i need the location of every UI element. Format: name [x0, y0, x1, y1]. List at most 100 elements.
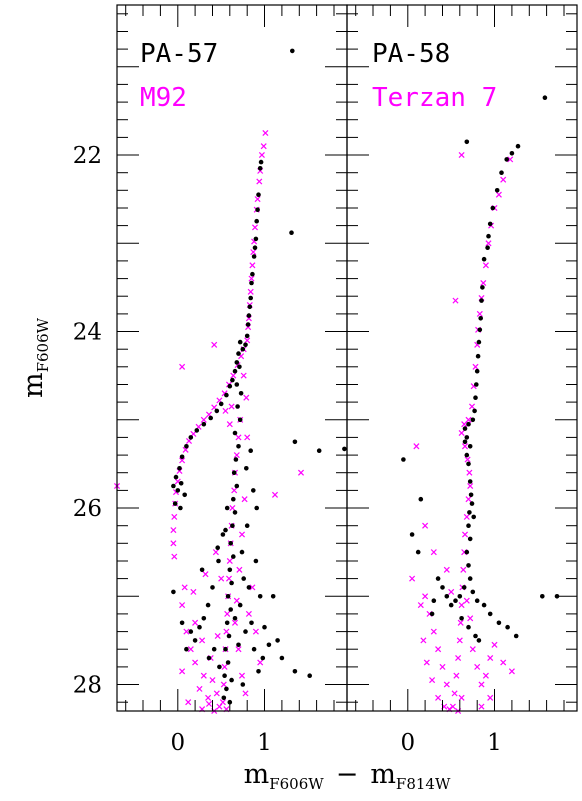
point-pa-57	[231, 554, 236, 559]
point-pa-58	[470, 589, 476, 595]
point-pa-57	[194, 428, 200, 433]
point-m92	[226, 421, 233, 428]
point-pa-58	[504, 157, 510, 162]
point-m92	[192, 659, 199, 666]
point-terzan-7	[482, 262, 489, 269]
point-pa-57	[270, 594, 276, 599]
right-panel-marks	[401, 95, 560, 715]
point-pa-57	[260, 655, 266, 661]
point-pa-57	[223, 527, 228, 533]
point-pa-57	[251, 488, 256, 493]
point-pa-57	[237, 364, 242, 370]
point-pa-57	[225, 660, 231, 665]
point-pa-57	[248, 448, 253, 454]
point-pa-57	[192, 638, 198, 643]
point-pa-57	[251, 254, 257, 259]
point-pa-58	[466, 563, 471, 568]
point-pa-57	[246, 585, 252, 590]
x-axis-label-sub-2: F814W	[396, 775, 451, 793]
point-m92	[219, 699, 226, 706]
point-pa-58	[478, 316, 484, 321]
point-pa-57	[236, 642, 241, 648]
point-terzan-7	[474, 663, 481, 670]
point-pa-57	[342, 446, 347, 452]
point-pa-58	[461, 585, 467, 590]
point-pa-58	[467, 510, 472, 515]
point-m92	[183, 628, 190, 635]
x-axis-label-dash: −	[336, 759, 359, 790]
point-pa-57	[220, 532, 226, 537]
point-m92	[258, 151, 265, 159]
point-terzan-7	[461, 443, 469, 450]
point-m92	[240, 372, 247, 379]
point-m92	[179, 668, 186, 675]
point-pa-58	[466, 461, 471, 467]
point-terzan-7	[458, 602, 465, 609]
point-terzan-7	[472, 363, 479, 370]
point-m92	[222, 407, 229, 414]
point-terzan-7	[495, 191, 502, 198]
point-m92	[181, 584, 188, 591]
point-pa-58	[486, 233, 491, 239]
point-pa-57	[228, 541, 233, 546]
point-pa-57	[226, 633, 232, 639]
point-pa-57	[184, 444, 189, 449]
point-m92	[170, 527, 177, 534]
point-pa-57	[244, 466, 249, 471]
point-pa-58	[499, 170, 504, 175]
point-pa-58	[462, 439, 468, 445]
point-pa-57	[224, 392, 229, 398]
point-pa-58	[490, 205, 496, 211]
point-pa-57	[231, 496, 236, 502]
point-pa-58	[487, 221, 493, 227]
legend-terzan7-label: Terzan 7	[372, 83, 497, 113]
point-terzan-7	[423, 659, 430, 666]
point-pa-58	[466, 523, 471, 528]
point-terzan-7	[467, 615, 474, 622]
point-pa-58	[468, 492, 474, 498]
point-pa-57	[178, 505, 183, 511]
point-m92	[252, 628, 259, 635]
point-pa-58	[509, 151, 515, 156]
point-m92	[256, 178, 263, 185]
point-pa-58	[401, 457, 406, 462]
point-pa-58	[464, 435, 470, 440]
point-terzan-7	[409, 575, 416, 582]
point-pa-58	[487, 611, 493, 617]
point-pa-58	[471, 514, 477, 520]
point-pa-57	[256, 669, 261, 674]
point-pa-58	[475, 353, 481, 359]
point-terzan-7	[491, 641, 498, 648]
point-pa-57	[292, 439, 298, 445]
point-pa-57	[216, 558, 221, 564]
point-pa-58	[477, 327, 483, 333]
point-pa-57	[206, 655, 212, 661]
point-pa-57	[201, 616, 207, 621]
point-pa-57	[227, 567, 233, 573]
left-panel-marks	[113, 48, 347, 715]
point-pa-58	[418, 496, 424, 502]
point-pa-57	[254, 218, 259, 224]
point-m92	[223, 628, 230, 635]
point-pa-58	[540, 594, 545, 599]
legend-m92-label: M92	[140, 83, 187, 113]
point-pa-57	[171, 589, 176, 595]
point-m92	[247, 288, 254, 295]
point-pa-57	[188, 629, 194, 634]
point-m92	[245, 610, 252, 617]
point-terzan-7	[500, 659, 507, 666]
point-m92	[248, 275, 255, 282]
point-m92	[171, 513, 178, 520]
point-pa-57	[221, 695, 227, 701]
point-terzan-7	[435, 646, 442, 653]
point-pa-58	[466, 624, 471, 630]
point-pa-58	[453, 598, 458, 603]
point-m92	[238, 672, 246, 679]
point-terzan-7	[455, 654, 462, 662]
point-pa-57	[211, 646, 217, 652]
point-m92	[179, 363, 186, 370]
x-axis-label-sub-1: F606W	[269, 775, 324, 793]
point-terzan-7	[482, 672, 489, 679]
point-m92	[214, 632, 221, 640]
point-pa-57	[223, 646, 228, 652]
